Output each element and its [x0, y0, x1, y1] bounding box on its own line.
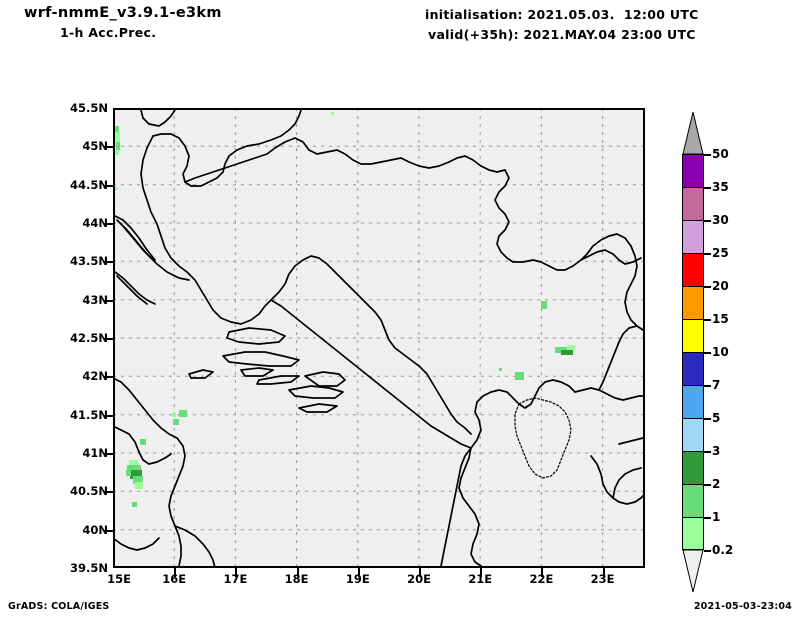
- colorbar-label-35: 35: [712, 180, 729, 194]
- lat-tick-mark: [104, 261, 113, 264]
- map-gridlines: [113, 108, 645, 568]
- initialisation-time-label: initialisation: 2021.05.03. 12:00 UTC: [425, 7, 699, 22]
- lat-tick-label: 40.5N: [70, 484, 108, 499]
- lat-tick-mark: [104, 376, 113, 379]
- lon-tick-mark: [296, 568, 299, 577]
- precipitation-colorbar[interactable]: 50 35 30 25 20 15 10 7 5 3 2 1 0.2: [676, 112, 796, 592]
- lat-tick-label: 45.5N: [70, 101, 108, 115]
- colorbar-label-20: 20: [712, 279, 729, 293]
- colorbar-tick: [704, 418, 711, 420]
- colorbar-band-25-30: [682, 220, 704, 253]
- colorbar-label-5: 5: [712, 411, 721, 425]
- lon-tick-label: 15E: [107, 572, 131, 586]
- lon-tick-label: 22E: [529, 572, 554, 586]
- colorbar-bands: [682, 154, 704, 550]
- lat-tick-mark: [104, 529, 113, 532]
- map-canvas: [113, 108, 645, 568]
- lon-tick-label: 16E: [162, 572, 187, 586]
- lat-tick-mark: [104, 338, 113, 340]
- colorbar-band-30-35: [682, 187, 704, 220]
- lon-tick-mark: [419, 568, 421, 577]
- lat-tick-mark: [104, 146, 113, 149]
- colorbar-band-15-20: [682, 286, 704, 319]
- colorbar-label-15: 15: [712, 312, 729, 326]
- lon-tick-label: 21E: [468, 572, 493, 586]
- colorbar-band-35-50: [682, 154, 704, 187]
- lat-tick-label: 43.5N: [70, 254, 108, 269]
- lat-tick-label: 45N: [82, 139, 108, 154]
- colorbar-label-1: 1: [712, 510, 721, 524]
- colorbar-over-arrow-icon: [682, 112, 704, 154]
- colorbar-tick: [704, 484, 711, 486]
- colorbar-band-10-15: [682, 319, 704, 352]
- lat-tick-mark: [104, 414, 113, 417]
- lon-tick-mark: [480, 568, 483, 577]
- lon-tick-label: 18E: [284, 572, 309, 586]
- colorbar-tick: [704, 352, 711, 354]
- colorbar-tick: [704, 550, 711, 552]
- colorbar-label-25: 25: [712, 246, 729, 260]
- longitude-axis: 15E 16E 17E 18E 19E 20E 21E 22E 23E: [107, 572, 645, 592]
- colorbar-label-50: 50: [712, 147, 729, 161]
- lon-tick-mark: [602, 568, 605, 577]
- lon-tick-label: 19E: [345, 572, 370, 586]
- lon-tick-mark: [174, 568, 177, 577]
- lat-tick-label: 42N: [82, 369, 108, 384]
- colorbar-tick: [704, 517, 711, 519]
- lon-tick-label: 17E: [223, 572, 248, 586]
- colorbar-tick: [704, 220, 711, 222]
- colorbar-tick: [704, 154, 711, 156]
- lat-tick-label: 43N: [82, 292, 108, 307]
- lon-tick-mark: [357, 568, 360, 577]
- colorbar-band-2-3: [682, 451, 704, 484]
- colorbar-band-3-5: [682, 418, 704, 451]
- generation-timestamp-label: 2021-05-03-23:04: [693, 601, 792, 612]
- colorbar-tick: [704, 319, 711, 321]
- colorbar-label-02: 0.2: [712, 543, 734, 557]
- colorbar-band-02-1: [682, 517, 704, 550]
- lat-tick-mark: [104, 299, 113, 302]
- lat-tick-label: 40N: [82, 522, 108, 537]
- colorbar-label-10: 10: [712, 345, 729, 359]
- lat-tick-label: 44N: [82, 216, 108, 230]
- lon-tick-label: 20E: [407, 572, 431, 586]
- coastline-paths: [113, 109, 645, 568]
- lat-tick-label: 44.5N: [70, 177, 108, 192]
- lat-tick-label: 41.5N: [70, 407, 108, 422]
- precipitation-cells: [115, 112, 575, 507]
- colorbar-band-5-7: [682, 385, 704, 418]
- lon-tick-mark: [541, 568, 544, 577]
- lat-tick-mark: [104, 491, 113, 494]
- map-plot-area[interactable]: [113, 108, 645, 568]
- colorbar-tick: [704, 385, 711, 387]
- colorbar-label-30: 30: [712, 213, 729, 227]
- lat-tick-label: 39.5N: [70, 561, 108, 575]
- grads-credit-label: GrADS: COLA/IGES: [8, 601, 110, 612]
- colorbar-label-7: 7: [712, 378, 721, 392]
- colorbar-under-arrow-icon: [682, 550, 704, 592]
- lon-tick-label: 23E: [590, 572, 615, 586]
- colorbar-label-3: 3: [712, 444, 721, 458]
- field-name-subtitle: 1-h Acc.Prec.: [60, 25, 157, 40]
- colorbar-band-7-10: [682, 352, 704, 385]
- lat-tick-mark: [104, 184, 113, 187]
- lat-tick-mark: [104, 453, 113, 455]
- latitude-axis: 45.5N 45N 44.5N 44N 43.5N 43N 42.5N 42N …: [0, 101, 108, 575]
- colorbar-band-1-2: [682, 484, 704, 517]
- model-name-title: wrf-nmmE_v3.9.1-e3km: [24, 5, 222, 21]
- lon-tick-mark: [235, 568, 238, 577]
- colorbar-band-20-25: [682, 253, 704, 286]
- colorbar-tick: [704, 286, 711, 288]
- lat-tick-mark: [104, 223, 113, 225]
- lat-tick-label: 42.5N: [70, 331, 108, 345]
- colorbar-tick: [704, 451, 711, 453]
- colorbar-label-2: 2: [712, 477, 721, 491]
- colorbar-tick: [704, 187, 711, 189]
- colorbar-tick: [704, 253, 711, 255]
- valid-time-label: valid(+35h): 2021.MAY.04 23:00 UTC: [428, 27, 696, 42]
- lat-tick-label: 41N: [82, 446, 108, 460]
